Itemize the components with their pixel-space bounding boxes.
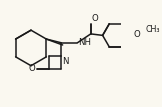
- Text: NH: NH: [78, 38, 91, 47]
- Text: N: N: [62, 57, 68, 66]
- Text: CH₃: CH₃: [145, 25, 160, 34]
- Text: O: O: [29, 64, 35, 73]
- Text: O: O: [92, 14, 98, 23]
- Text: O: O: [134, 30, 140, 39]
